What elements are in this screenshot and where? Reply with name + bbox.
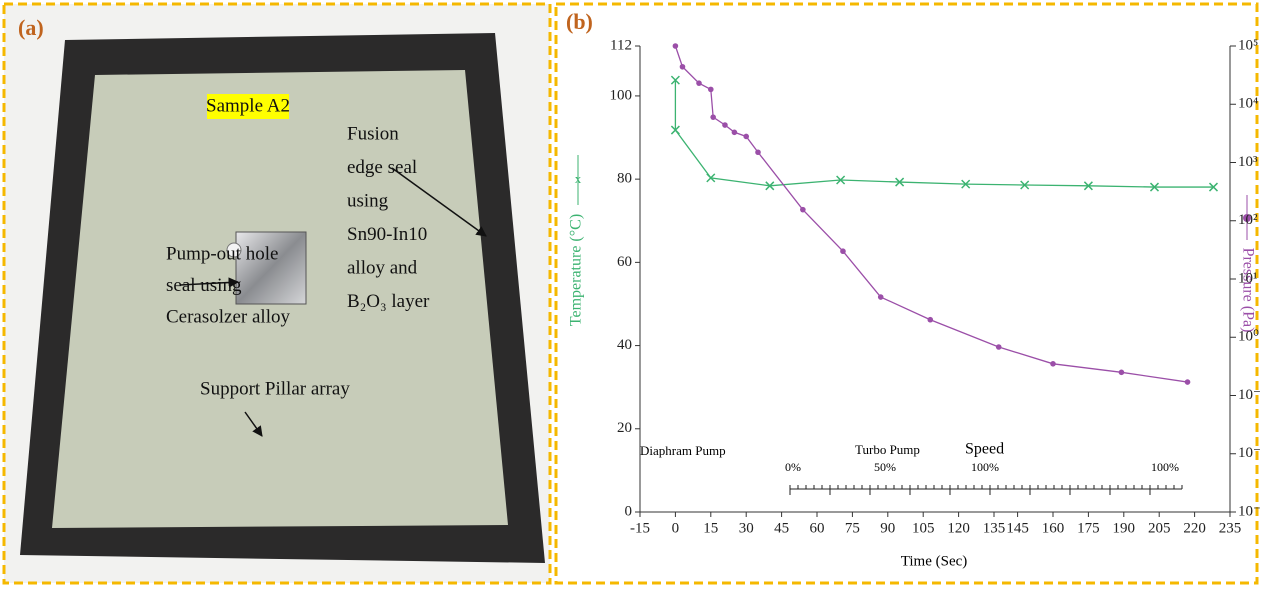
y2-tick-label: 10⁻¹: [1238, 387, 1261, 403]
speed-label: 50%: [874, 460, 896, 474]
panel-b-frame: [556, 4, 1257, 583]
y2-tick-label: 10¹: [1238, 270, 1258, 286]
y2-tick-label: 10⁻³: [1238, 503, 1261, 519]
y2-tick-label: 10⁵: [1238, 37, 1258, 53]
point: [1050, 361, 1056, 367]
x-tick-label: 0: [672, 520, 680, 536]
y-tick-label: 60: [617, 254, 632, 270]
y2-axis-title: Pressure (Pa): [1239, 248, 1256, 333]
x-tick-label: 75: [845, 520, 860, 536]
point: [732, 129, 738, 135]
y2-tick-label: 10⁰: [1238, 329, 1259, 345]
annotation-line: Sn90-In10: [347, 224, 427, 245]
x-tick-label: 60: [810, 520, 825, 536]
point: [1119, 370, 1125, 376]
annotation-line: Cerasolzer alloy: [166, 306, 290, 327]
x-tick-label: 175: [1077, 520, 1100, 536]
point: [722, 122, 728, 128]
x-tick-label: 135: [983, 520, 1006, 536]
x-tick-label: 220: [1183, 520, 1206, 536]
y-tick-label: 80: [617, 171, 632, 187]
annotation-line: alloy and: [347, 257, 418, 278]
point: [673, 43, 679, 49]
point: [708, 87, 714, 93]
annotation-line: edge seal: [347, 157, 417, 178]
annotation-line: Fusion: [347, 123, 399, 144]
point: [743, 134, 749, 140]
point: [840, 248, 846, 254]
x-tick-label: 120: [947, 520, 970, 536]
speed-label: 100%: [1151, 460, 1179, 474]
point: [680, 64, 686, 70]
y2-tick-label: 10⁴: [1238, 96, 1258, 112]
annotation-line: Pump-out hole: [166, 243, 278, 264]
annotation-line: seal using: [166, 275, 242, 296]
x-tick-label: 235: [1219, 520, 1242, 536]
legend-marker: x: [575, 171, 582, 186]
y-axis-title: Temperature (°C): [568, 214, 585, 326]
panel-label: (b): [566, 9, 593, 34]
x-axis-title: Time (Sec): [901, 553, 968, 569]
x-tick-label: 90: [880, 520, 895, 536]
annotation-line: B₂O₃ layer: [347, 291, 430, 312]
annotation: Turbo Pump: [855, 442, 920, 457]
point: [878, 294, 884, 300]
x-tick-label: -15: [630, 520, 650, 536]
x-tick-label: 145: [1006, 520, 1029, 536]
x-tick-label: 105: [912, 520, 935, 536]
sample-label: Sample A2: [206, 95, 290, 116]
figure: Sample A2 (a) Fusion edge seal using Sn90-I…: [0, 0, 1261, 587]
point: [927, 317, 933, 323]
speed-label: 100%: [971, 460, 999, 474]
x-tick-label: 190: [1113, 520, 1136, 536]
x-tick-label: 160: [1042, 520, 1065, 536]
x-tick-label: 45: [774, 520, 789, 536]
pillar-annotation: Support Pillar array: [200, 378, 350, 399]
point: [996, 344, 1002, 350]
point: [1185, 379, 1191, 385]
x-tick-label: 30: [739, 520, 754, 536]
y-tick-label: 100: [610, 87, 633, 103]
y2-tick-label: 10⁻²: [1238, 445, 1261, 461]
annotation-line: using: [347, 190, 389, 211]
y2-tick-label: 10²: [1238, 212, 1258, 228]
y2-tick-label: 10³: [1238, 154, 1258, 170]
y-tick-label: 40: [617, 337, 632, 353]
panel-label: (a): [18, 15, 44, 40]
point: [755, 149, 761, 155]
annotation: Speed: [965, 441, 1004, 458]
y-tick-label: 0: [625, 503, 633, 519]
speed-label: 0%: [785, 460, 801, 474]
point: [696, 80, 702, 86]
y-tick-label: 20: [617, 420, 632, 436]
y-tick-label: 112: [610, 37, 632, 53]
x-tick-label: 15: [703, 520, 718, 536]
x-tick-label: 205: [1148, 520, 1171, 536]
annotation: Diaphram Pump: [640, 443, 726, 458]
point: [710, 114, 716, 120]
point: [800, 207, 806, 213]
